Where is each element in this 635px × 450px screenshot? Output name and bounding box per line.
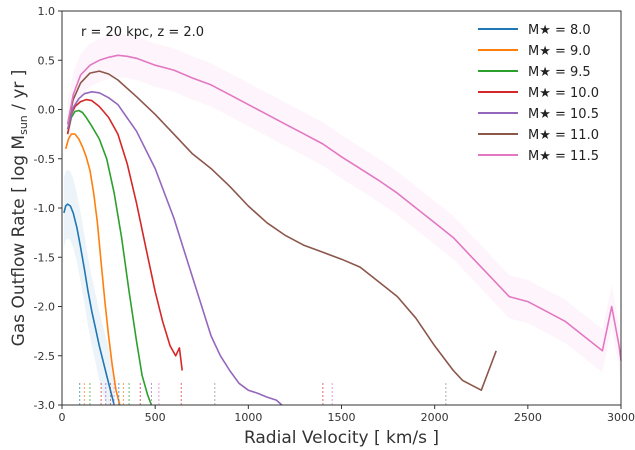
- y-tick-label: 1.0: [38, 5, 56, 18]
- y-tick-label: -3.0: [34, 399, 55, 412]
- series-line: [66, 98, 183, 371]
- annotation-text: r = 20 kpc, z = 2.0: [81, 25, 204, 40]
- series-lines: [63, 54, 622, 406]
- uncertainty-band: [67, 33, 622, 383]
- y-axis-label-sub: sun: [17, 115, 30, 135]
- y-tick-label: 0.5: [38, 54, 56, 67]
- y-tick-label: -0.5: [34, 153, 55, 166]
- series-line: [66, 70, 497, 392]
- legend-label: M★ = 9.5: [528, 65, 591, 80]
- legend-label: M★ = 11.0: [528, 128, 599, 143]
- legend-label: M★ = 8.0: [528, 23, 591, 38]
- y-tick-label: -2.5: [34, 350, 55, 363]
- y-tick-label: 0.0: [38, 104, 56, 117]
- legend-label: M★ = 9.0: [528, 44, 591, 59]
- x-axis-label: Radial Velocity [ km/s ]: [244, 428, 439, 448]
- series-line: [64, 133, 121, 406]
- series-line: [63, 203, 115, 406]
- y-axis-label: Gas Outflow Rate [ log Msun / yr ]: [9, 70, 30, 347]
- x-tick-label: 1500: [328, 411, 356, 424]
- x-tick-label: 500: [145, 411, 166, 424]
- y-axis-label-main: Gas Outflow Rate [ log M: [9, 135, 29, 347]
- x-tick-label: 2000: [421, 411, 449, 424]
- series-line: [66, 91, 283, 406]
- x-tick-label: 0: [59, 411, 66, 424]
- legend-label: M★ = 10.0: [528, 86, 599, 101]
- series-line: [66, 109, 153, 406]
- legend: M★ = 8.0 M★ = 9.0 M★ = 9.5 M★ = 10.0 M★ = 10…: [478, 23, 599, 164]
- legend-label: M★ = 10.5: [528, 107, 599, 122]
- y-axis-ticks: -3.0 -2.5 -2.0 -1.5 -1.0 -0.5 0.0 0.5 1.0: [34, 5, 62, 412]
- legend-label: M★ = 11.5: [528, 149, 599, 164]
- x-tick-label: 2500: [514, 411, 542, 424]
- series-line: [66, 54, 622, 361]
- x-axis-ticks: 0 500 1000 1500 2000 2500 3000: [59, 405, 635, 424]
- x-tick-label: 1000: [234, 411, 262, 424]
- y-tick-label: -1.0: [34, 202, 55, 215]
- y-tick-label: -1.5: [34, 251, 55, 264]
- x-tick-label: 3000: [607, 411, 635, 424]
- y-tick-label: -2.0: [34, 301, 55, 314]
- y-axis-label-tail: / yr ]: [9, 70, 29, 116]
